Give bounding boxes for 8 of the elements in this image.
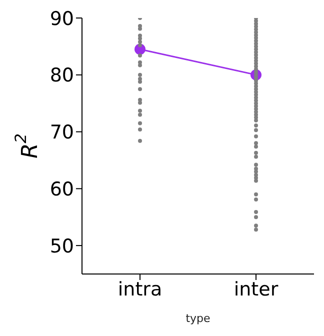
y-tick-label: 70 (50, 122, 74, 144)
x-tick-label: intra (118, 278, 162, 300)
y-tick-label: 50 (50, 235, 74, 258)
x-axis-title: type (186, 312, 211, 325)
y-tick-label: 90 (50, 8, 74, 30)
x-tick-label: inter (234, 278, 278, 300)
y-tick-label: 60 (50, 178, 74, 200)
y-tick-label: 80 (50, 64, 74, 87)
